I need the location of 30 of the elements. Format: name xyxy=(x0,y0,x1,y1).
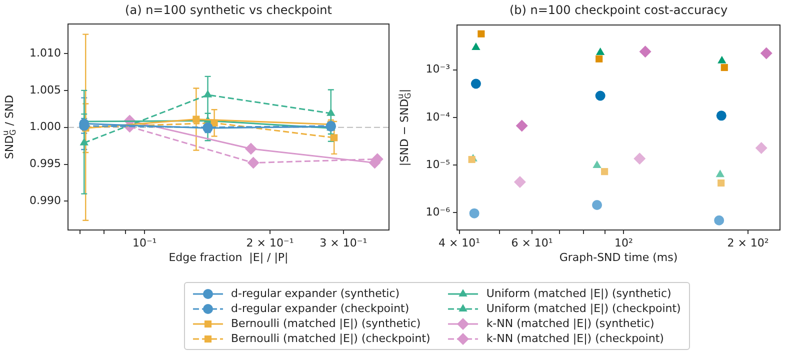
chart-title: (b) n=100 checkpoint cost-accuracy xyxy=(509,3,728,18)
legend-label: k-NN (matched |E|) (checkpoint) xyxy=(486,332,664,345)
chart-title: (a) n=100 synthetic vs checkpoint xyxy=(125,3,332,18)
legend-label: Uniform (matched |E|) (checkpoint) xyxy=(486,302,681,315)
y-tick-label: 0.990 xyxy=(30,194,61,208)
legend-label: Bernoulli (matched |E|) (synthetic) xyxy=(231,317,421,330)
x-tick-label: 2 × 10² xyxy=(727,236,769,250)
legend-label: d-regular expander (checkpoint) xyxy=(231,302,410,315)
x-tick-label: 2 × 10⁻¹ xyxy=(246,236,294,250)
legend-label: d-regular expander (synthetic) xyxy=(231,287,400,300)
y-tick-label: 10⁻⁴ xyxy=(426,110,451,124)
y-tick-label: 10⁻⁵ xyxy=(426,158,450,171)
x-tick-label: 4 × 10¹ xyxy=(438,236,480,250)
y-tick-label: 10⁻⁶ xyxy=(426,206,451,219)
x-tick-label: 10² xyxy=(614,236,633,250)
x-axis-title: Graph-SND time (ms) xyxy=(559,250,678,264)
legend-label: Bernoulli (matched |E|) (checkpoint) xyxy=(231,332,430,345)
x-tick-label: 3 × 10⁻¹ xyxy=(320,236,368,250)
y-tick-label: 0.995 xyxy=(30,157,61,170)
y-axis-title: SNDuG / SND xyxy=(0,94,18,160)
y-tick-label: 10⁻³ xyxy=(426,62,450,76)
legend-label: Uniform (matched |E|) (synthetic) xyxy=(486,287,672,300)
x-axis-title: Edge fraction |E| / |P| xyxy=(168,250,288,264)
y-tick-label: 1.010 xyxy=(30,46,61,60)
y-tick-label: 1.005 xyxy=(30,83,61,96)
y-tick-label: 1.000 xyxy=(30,120,61,134)
x-tick-label: 10⁻¹ xyxy=(132,236,157,250)
y-axis-title: |SND − SNDuG| xyxy=(396,88,412,166)
x-tick-label: 6 × 10¹ xyxy=(511,236,553,250)
legend-label: k-NN (matched |E|) (synthetic) xyxy=(486,317,654,330)
